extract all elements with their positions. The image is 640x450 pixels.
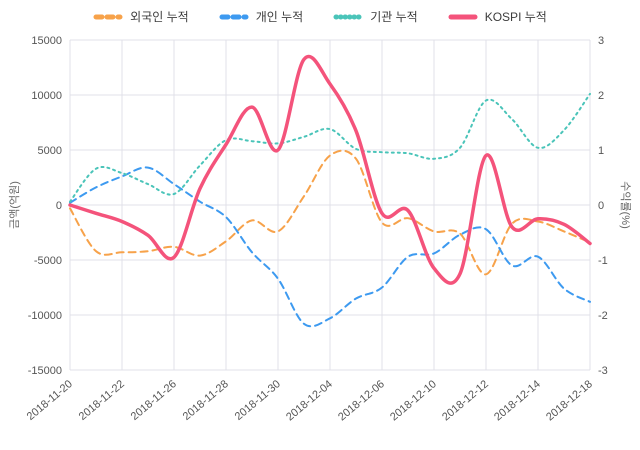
legend-item-individual[interactable]: 개인 누적	[219, 8, 304, 25]
kospi-line-swatch-icon	[448, 14, 478, 19]
legend-item-kospi[interactable]: KOSPI 누적	[448, 8, 547, 25]
y-right-tick-label: -2	[598, 310, 608, 322]
y-right-tick-label: -3	[598, 365, 608, 377]
legend-label: KOSPI 누적	[484, 10, 547, 24]
right-axis-title: 수익률(%)	[619, 181, 631, 229]
x-tick-label: 2018-12-14	[492, 378, 543, 423]
left-axis-title: 금액(억원)	[9, 181, 21, 229]
x-tick-label: 2018-11-20	[25, 378, 75, 423]
y-left-tick-label: 0	[56, 200, 62, 212]
legend: 외국인 누적 개인 누적 기관 누적 KOSPI 누적	[0, 8, 640, 25]
series-line-institution	[69, 92, 591, 203]
legend-label: 개인 누적	[255, 10, 304, 24]
x-tick-label: 2018-12-12	[440, 378, 491, 423]
legend-item-institution[interactable]: 기관 누적	[333, 8, 418, 25]
y-left-tick-label: 15000	[31, 35, 62, 47]
y-right-tick-label: 3	[598, 35, 604, 47]
series-line-kospi	[68, 54, 592, 285]
legend-item-foreign[interactable]: 외국인 누적	[93, 8, 189, 25]
x-tick-label: 2018-11-26	[129, 378, 179, 423]
legend-label: 기관 누적	[370, 10, 418, 24]
x-tick-label: 2018-12-06	[336, 378, 387, 423]
legend-label: 외국인 누적	[130, 10, 189, 24]
x-tick-label: 2018-11-22	[77, 378, 127, 423]
y-left-tick-label: -5000	[34, 255, 62, 267]
series-line-foreign	[69, 149, 591, 276]
individual-line-swatch-icon	[219, 14, 249, 19]
x-tick-label: 2018-11-30	[233, 378, 283, 423]
institution-line-swatch-icon	[333, 14, 363, 19]
y-left-tick-label: 10000	[31, 90, 62, 102]
series-line-individual	[69, 166, 591, 328]
y-left-tick-label: -15000	[28, 365, 62, 377]
x-tick-label: 2018-12-18	[544, 378, 595, 423]
x-tick-label: 2018-11-28	[181, 378, 231, 423]
x-tick-label: 2018-12-10	[388, 378, 439, 423]
y-right-tick-label: 0	[598, 200, 604, 212]
y-left-tick-label: -10000	[28, 310, 62, 322]
y-right-tick-label: 2	[598, 90, 604, 102]
x-tick-label: 2018-12-04	[284, 378, 335, 423]
y-right-tick-label: -1	[598, 255, 608, 267]
y-right-tick-label: 1	[598, 145, 604, 157]
y-left-tick-label: 5000	[38, 145, 62, 157]
foreign-line-swatch-icon	[93, 14, 123, 19]
